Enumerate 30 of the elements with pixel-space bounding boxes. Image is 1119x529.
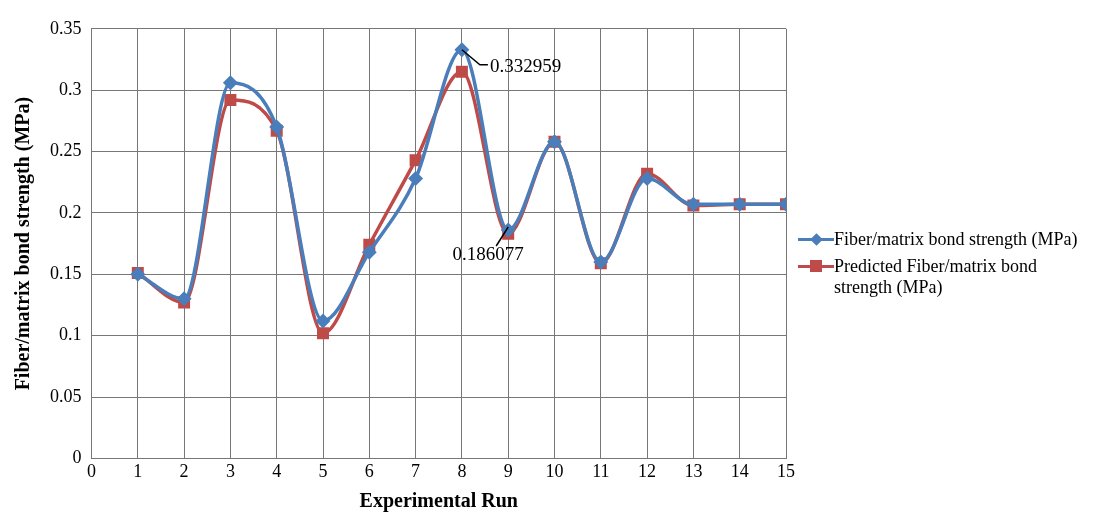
x-tick-label: 6 bbox=[364, 460, 374, 481]
y-tick-label: 0.2 bbox=[59, 201, 82, 222]
x-tick-label: 8 bbox=[457, 460, 467, 481]
x-tick-label: 2 bbox=[179, 460, 189, 481]
x-tick-label: 15 bbox=[777, 460, 795, 481]
annotation: 0.186077 bbox=[452, 243, 524, 265]
x-tick-label: 11 bbox=[592, 460, 610, 481]
y-tick-label: 0.05 bbox=[50, 385, 82, 406]
annotation: 0.332959 bbox=[489, 54, 562, 76]
x-tick-label: 12 bbox=[638, 460, 657, 481]
x-tick-label: 1 bbox=[133, 460, 143, 481]
x-tick-label: 7 bbox=[411, 460, 421, 481]
x-tick-label: 9 bbox=[503, 460, 513, 481]
y-tick-label: 0.25 bbox=[50, 140, 82, 161]
x-tick-label: 14 bbox=[730, 460, 749, 481]
y-tick-label: 0.15 bbox=[50, 263, 82, 284]
legend-label: Predicted Fiber/matrix bond strength (MPa) bbox=[834, 255, 1038, 298]
x-tick-label: 5 bbox=[318, 460, 328, 481]
x-tick-label: 10 bbox=[545, 460, 564, 481]
x-tick-label: 3 bbox=[225, 460, 235, 481]
x-tick-label: 0 bbox=[87, 460, 96, 481]
y-tick-label: 0 bbox=[72, 447, 82, 468]
legend-label: Fiber/matrix bond strength (MPa) bbox=[834, 228, 1078, 250]
x-tick-label: 4 bbox=[272, 460, 282, 481]
y-tick-label: 0.1 bbox=[59, 324, 82, 345]
y-axis-title: Fiber/matrix bond strength (MPa) bbox=[11, 96, 35, 391]
y-tick-label: 0.3 bbox=[59, 78, 82, 99]
x-axis-title: Experimental Run bbox=[359, 489, 518, 513]
x-tick-label: 13 bbox=[684, 460, 703, 481]
y-tick-label: 0.35 bbox=[50, 17, 82, 38]
